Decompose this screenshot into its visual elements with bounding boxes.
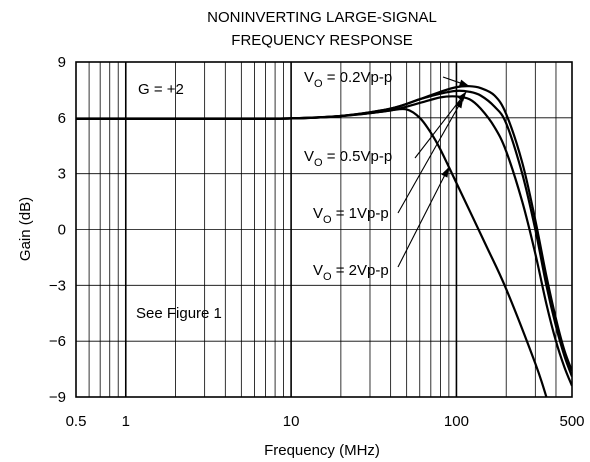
- x-tick-label-500: 500: [559, 413, 584, 430]
- see-figure-annotation: See Figure 1: [136, 305, 222, 322]
- y-tick-label-3: 3: [58, 166, 66, 183]
- series-label-vo-0-2: VO = 0.2Vp-p: [304, 69, 392, 90]
- series-label-vo-1: VO = 1Vp-p: [313, 205, 389, 226]
- y-tick-label-0: 0: [58, 222, 66, 239]
- y-axis-label: Gain (dB): [17, 197, 34, 261]
- series-label-vo-2-suffix: = 2Vp-p: [332, 262, 389, 279]
- grid: [76, 62, 572, 397]
- x-tick-label-10: 10: [283, 413, 300, 430]
- series-label-vo-0-5-suffix: = 0.5Vp-p: [323, 148, 393, 165]
- series-label-vo-0-2-suffix: = 0.2Vp-p: [323, 69, 393, 86]
- x-axis-label: Frequency (MHz): [264, 442, 380, 459]
- x-tick-labels: 0.5 1 10 100 500: [66, 413, 585, 430]
- series-label-vo-1-suffix: = 1Vp-p: [332, 205, 389, 222]
- series-label-vo-2-prefix: V: [313, 262, 323, 279]
- chart-title-line-1: NONINVERTING LARGE-SIGNAL: [207, 9, 437, 26]
- y-tick-labels: 9 6 3 0 −3 −6 −9: [49, 54, 66, 406]
- x-tick-label-0_5: 0.5: [66, 413, 87, 430]
- series-line-vo-1: [76, 96, 572, 386]
- arrow-vo-2-shaft: [398, 167, 449, 267]
- series-label-vo-0-2-prefix: V: [304, 69, 314, 86]
- y-tick-label-m6: −6: [49, 333, 66, 350]
- series-label-vo-0-5-prefix: V: [304, 148, 314, 165]
- chart-title-line-2: FREQUENCY RESPONSE: [231, 32, 412, 49]
- series-label-vo-0-5: VO = 0.5Vp-p: [304, 148, 392, 169]
- x-tick-label-1: 1: [122, 413, 130, 430]
- y-tick-label-9: 9: [58, 54, 66, 71]
- series-line-vo-0-2: [76, 86, 572, 371]
- y-tick-label-m3: −3: [49, 277, 66, 294]
- gain-annotation: G = +2: [138, 81, 184, 98]
- series-label-vo-1-prefix: V: [313, 205, 323, 222]
- series-curves: [76, 86, 572, 397]
- arrow-vo-0-2-head: [459, 80, 470, 87]
- arrow-vo-2-head: [441, 167, 449, 177]
- x-tick-label-100: 100: [444, 413, 469, 430]
- series-label-vo-2: VO = 2Vp-p: [313, 262, 389, 283]
- y-tick-label-m9: −9: [49, 389, 66, 406]
- y-tick-label-6: 6: [58, 110, 66, 127]
